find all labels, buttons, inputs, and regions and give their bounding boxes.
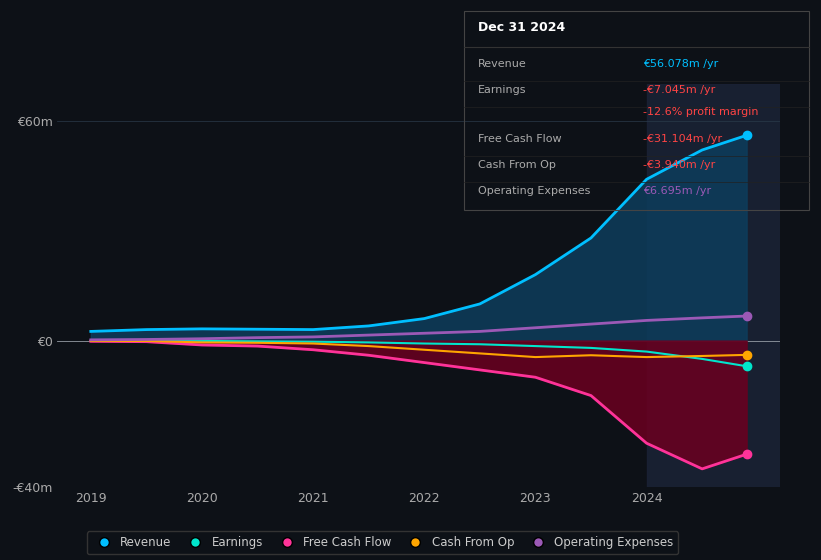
Text: €56.078m /yr: €56.078m /yr [643, 59, 718, 69]
Text: Cash From Op: Cash From Op [478, 160, 556, 170]
Text: -€3.940m /yr: -€3.940m /yr [643, 160, 715, 170]
Text: Free Cash Flow: Free Cash Flow [478, 134, 562, 144]
Text: Operating Expenses: Operating Expenses [478, 186, 590, 196]
Text: Dec 31 2024: Dec 31 2024 [478, 21, 565, 34]
Text: €6.695m /yr: €6.695m /yr [643, 186, 711, 196]
Text: -€7.045m /yr: -€7.045m /yr [643, 85, 715, 95]
Bar [647, 84, 780, 487]
Text: Earnings: Earnings [478, 85, 526, 95]
Text: Revenue: Revenue [478, 59, 526, 69]
Text: -12.6% profit margin: -12.6% profit margin [643, 106, 759, 116]
Text: -€31.104m /yr: -€31.104m /yr [643, 134, 722, 144]
Legend: Revenue, Earnings, Free Cash Flow, Cash From Op, Operating Expenses: Revenue, Earnings, Free Cash Flow, Cash … [87, 531, 678, 554]
